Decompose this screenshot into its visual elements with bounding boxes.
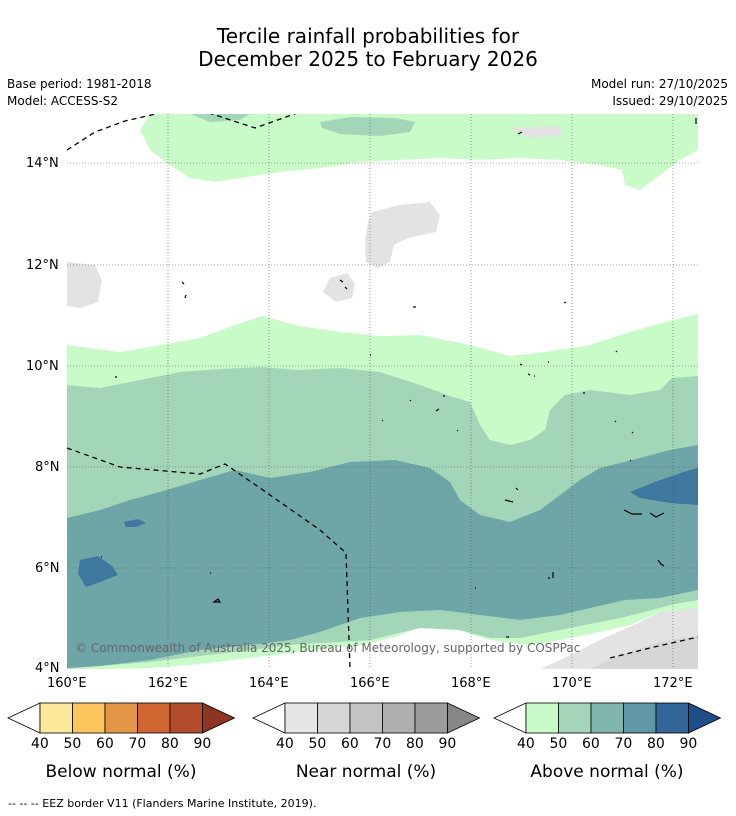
colorbar-below-normal: [7, 702, 236, 734]
colorbar-tick-label: 40: [517, 736, 535, 752]
colorbar-tick-label: 90: [193, 736, 212, 752]
lon-tick-164: 164°E: [249, 676, 289, 691]
above-normal-50-corner: [190, 114, 250, 122]
colorbar-tick-label: 60: [582, 736, 600, 752]
colorbar-tick-label: 50: [549, 736, 568, 752]
colorbar-title-near: Near normal (%): [295, 762, 437, 782]
colorbar-tick-label: 80: [161, 736, 179, 752]
colorbar-extend-high: [688, 702, 722, 734]
colorbar-extend-high: [447, 702, 481, 734]
above-normal-50-top: [320, 117, 415, 136]
lat-tick-6: 6°N: [35, 561, 60, 576]
colorbar-segment: [169, 702, 203, 734]
near-normal-patch-center: [365, 202, 440, 268]
colorbar-extend-high: [202, 702, 236, 734]
above-normal-60-main: [67, 445, 698, 668]
colorbar-tick-label: 80: [406, 736, 424, 752]
colorbar-segment: [137, 702, 171, 734]
lat-tick-14: 14°N: [26, 156, 59, 171]
eez-footnote: -- -- -- EEZ border V11 (Flanders Marine…: [8, 797, 317, 810]
colorbar-tick-label: 90: [679, 736, 698, 752]
colorbar-segment: [558, 702, 592, 734]
colorbar-above-normal: [493, 702, 722, 734]
model-run: Model run: 27/10/2025: [590, 77, 728, 91]
colorbar-tick-label: 70: [128, 736, 147, 752]
lon-tick-172: 172°E: [653, 676, 693, 691]
colorbar-tick-label: 60: [341, 736, 359, 752]
colorbar-segment: [72, 702, 106, 734]
colorbar-tick-label: 50: [63, 736, 82, 752]
colorbar-segment: [382, 702, 416, 734]
eez-borders: [67, 114, 698, 669]
model-name: Model: ACCESS-S2: [7, 94, 119, 108]
lon-tick-162: 162°E: [148, 676, 188, 691]
near-normal-patch-ne: [510, 126, 562, 138]
colorbar-title-above: Above normal (%): [530, 762, 684, 782]
issued-date: Issued: 29/10/2025: [612, 94, 728, 108]
colorbar-extend-low: [7, 702, 41, 734]
colorbar-segment: [104, 702, 138, 734]
colorbar-segment: [39, 702, 73, 734]
near-normal-50-se: [590, 636, 698, 669]
colorbar-extend-low: [252, 702, 286, 734]
colorbar-tick-label: 50: [308, 736, 327, 752]
colorbar-segment: [525, 702, 559, 734]
near-normal-patch-nw: [67, 262, 102, 308]
colorbar-legends: [7, 702, 722, 734]
colorbar-tick-label: 90: [438, 736, 457, 752]
lat-tick-10: 10°N: [26, 359, 59, 374]
lon-tick-170: 170°E: [552, 676, 592, 691]
title-line-2: December 2025 to February 2026: [198, 47, 538, 71]
colorbar-tick-label: 70: [373, 736, 392, 752]
title-line-1: Tercile rainfall probabilities for: [216, 24, 520, 48]
above-normal-70-patch-east: [630, 468, 698, 505]
colorbar-near-normal: [252, 702, 481, 734]
probability-fields: [67, 114, 698, 669]
colorbar-tick-label: 40: [276, 736, 294, 752]
colorbar-segment: [317, 702, 351, 734]
colorbar-tick-label: 70: [614, 736, 633, 752]
colorbar-title-below: Below normal (%): [45, 762, 197, 782]
above-normal-70-patch-small: [124, 519, 146, 527]
copyright-notice: © Commonwealth of Australia 2025, Bureau…: [75, 641, 581, 655]
gridlines: [67, 114, 698, 669]
colorbar-tick-label: 80: [647, 736, 665, 752]
lon-tick-168: 168°E: [451, 676, 491, 691]
colorbar-segment: [349, 702, 383, 734]
colorbar-extend-low: [493, 702, 527, 734]
lat-tick-8: 8°N: [35, 460, 60, 475]
colorbar-segment: [414, 702, 448, 734]
colorbar-tick-label: 60: [96, 736, 114, 752]
colorbar-segment: [623, 702, 657, 734]
colorbar-segment: [590, 702, 624, 734]
lon-tick-166: 166°E: [350, 676, 390, 691]
base-period: Base period: 1981-2018: [7, 77, 152, 91]
lat-tick-12: 12°N: [26, 258, 59, 273]
colorbar-segment: [284, 702, 318, 734]
colorbar-segment: [655, 702, 689, 734]
above-normal-70-patch-west: [78, 556, 118, 587]
near-normal-patch-small: [323, 273, 355, 302]
above-normal-50-hole: [486, 458, 518, 482]
colorbar-tick-label: 40: [31, 736, 49, 752]
lon-tick-160: 160°E: [47, 676, 87, 691]
island-marks: [101, 118, 697, 638]
lat-tick-4: 4°N: [35, 661, 60, 676]
